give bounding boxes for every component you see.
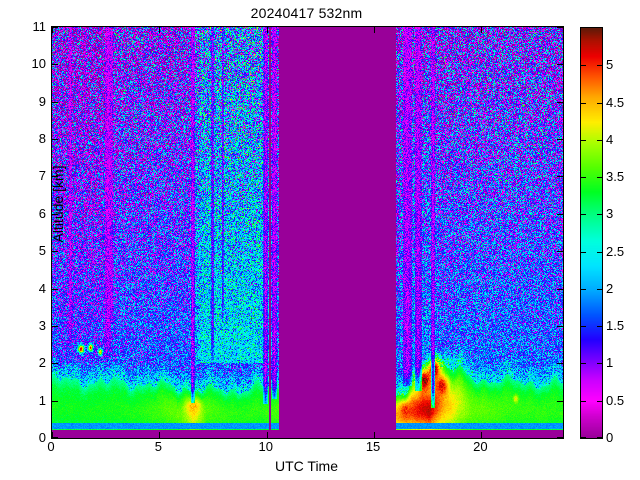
x-tick-mark bbox=[52, 432, 53, 438]
x-tick-mark bbox=[267, 27, 268, 33]
colorbar-tick-label-1: 1 bbox=[606, 355, 614, 371]
colorbar-tick-mark bbox=[581, 177, 586, 178]
colorbar-tick-label-5: 5 bbox=[606, 57, 614, 73]
colorbar-tick-mark bbox=[581, 437, 586, 438]
y-tick-label-9: 9 bbox=[38, 93, 46, 109]
colorbar-tick-mark bbox=[581, 214, 586, 215]
y-tick-label-10: 10 bbox=[31, 56, 46, 72]
y-tick-mark bbox=[52, 139, 58, 140]
y-axis-label: Altitude [km] bbox=[50, 165, 66, 243]
y-tick-mark bbox=[557, 214, 563, 215]
colorbar-tick-label-2.5: 2.5 bbox=[606, 243, 625, 259]
y-tick-mark bbox=[557, 251, 563, 252]
y-tick-label-11: 11 bbox=[32, 19, 47, 34]
colorbar-tick-mark bbox=[581, 65, 586, 66]
y-tick-mark bbox=[52, 27, 58, 28]
y-tick-label-7: 7 bbox=[38, 168, 46, 184]
x-tick-mark bbox=[159, 432, 160, 438]
y-tick-label-2: 2 bbox=[38, 355, 46, 371]
x-tick-mark bbox=[159, 27, 160, 33]
colorbar-tick-mark bbox=[581, 103, 586, 104]
x-tick-label-5: 5 bbox=[154, 439, 162, 454]
y-tick-mark bbox=[557, 363, 563, 364]
x-axis-ticklabels: 0 5 10 15 20 bbox=[47, 439, 562, 458]
y-tick-mark bbox=[557, 27, 563, 28]
y-tick-mark bbox=[557, 401, 563, 402]
colorbar-tick-mark bbox=[581, 326, 586, 327]
y-tick-mark bbox=[52, 437, 58, 438]
colorbar-tick-mark bbox=[581, 289, 586, 290]
colorbar-tick-mark bbox=[597, 437, 602, 438]
y-tick-mark bbox=[52, 326, 58, 327]
page-title: 20240417 532nm bbox=[250, 5, 363, 21]
y-tick-mark bbox=[52, 214, 58, 215]
colorbar-tick-label-0: 0 bbox=[606, 430, 614, 445]
x-tick-mark bbox=[374, 27, 375, 33]
y-tick-mark bbox=[557, 102, 563, 103]
y-tick-mark bbox=[557, 64, 563, 65]
colorbar-tick-mark bbox=[597, 289, 602, 290]
colorbar-tick-mark bbox=[581, 140, 586, 141]
colorbar-container: 0 0.5 1 1.5 2 2.5 3 3.5 4 4.5 5 bbox=[580, 27, 624, 444]
colorbar-tick-label-3.5: 3.5 bbox=[606, 169, 625, 185]
colorbar-tick-mark bbox=[597, 214, 602, 215]
y-tick-label-5: 5 bbox=[38, 243, 46, 259]
colorbar-tick-mark bbox=[581, 252, 586, 253]
x-tick-mark bbox=[52, 27, 53, 33]
x-tick-label-0: 0 bbox=[47, 439, 55, 454]
colorbar-tick-mark bbox=[581, 401, 586, 402]
colorbar-tick-label-2: 2 bbox=[606, 280, 614, 296]
y-tick-mark bbox=[52, 251, 58, 252]
colorbar-tick-label-0.5: 0.5 bbox=[606, 392, 625, 408]
x-tick-label-10: 10 bbox=[258, 439, 273, 454]
y-tick-mark bbox=[557, 326, 563, 327]
colorbar-tick-label-4.5: 4.5 bbox=[606, 94, 625, 110]
x-tick-mark bbox=[374, 432, 375, 438]
y-tick-mark bbox=[52, 64, 58, 65]
y-tick-label-6: 6 bbox=[38, 205, 46, 221]
colorbar-tick-mark bbox=[597, 65, 602, 66]
colorbar-ticklabels: 0 0.5 1 1.5 2 2.5 3 3.5 4 4.5 5 bbox=[606, 27, 640, 444]
y-axis-ticklabels: 0 1 2 3 4 5 6 7 8 9 10 11 bbox=[0, 20, 46, 444]
y-tick-mark bbox=[52, 176, 58, 177]
y-tick-label-4: 4 bbox=[38, 280, 46, 296]
x-tick-mark bbox=[481, 432, 482, 438]
colorbar-tick-mark bbox=[597, 140, 602, 141]
colorbar-tick-mark bbox=[597, 363, 602, 364]
y-tick-mark bbox=[557, 139, 563, 140]
colorbar-tick-label-3: 3 bbox=[606, 206, 614, 222]
y-tick-mark bbox=[52, 401, 58, 402]
x-tick-mark bbox=[267, 432, 268, 438]
y-tick-label-1: 1 bbox=[38, 392, 46, 408]
y-tick-mark bbox=[557, 289, 563, 290]
y-tick-mark bbox=[52, 363, 58, 364]
colorbar-tick-mark bbox=[597, 177, 602, 178]
lidar-heatmap-canvas[interactable] bbox=[52, 27, 563, 438]
colorbar-tick-label-1.5: 1.5 bbox=[606, 318, 625, 334]
y-tick-mark bbox=[557, 437, 563, 438]
y-tick-label-8: 8 bbox=[38, 131, 46, 147]
colorbar[interactable] bbox=[580, 27, 603, 439]
x-axis-label: UTC Time bbox=[275, 458, 338, 474]
y-tick-mark bbox=[52, 102, 58, 103]
colorbar-tick-mark bbox=[597, 103, 602, 104]
colorbar-tick-mark bbox=[597, 401, 602, 402]
y-tick-label-0: 0 bbox=[38, 430, 46, 445]
y-tick-mark bbox=[52, 289, 58, 290]
x-tick-label-20: 20 bbox=[473, 439, 488, 454]
x-tick-label-15: 15 bbox=[365, 439, 381, 454]
y-tick-label-3: 3 bbox=[38, 317, 46, 333]
colorbar-tick-mark bbox=[597, 252, 602, 253]
colorbar-tick-label-4: 4 bbox=[606, 131, 614, 147]
colorbar-tick-mark bbox=[581, 363, 586, 364]
colorbar-tick-mark bbox=[597, 326, 602, 327]
x-tick-mark bbox=[481, 27, 482, 33]
colorbar-canvas[interactable] bbox=[581, 28, 602, 438]
y-tick-mark bbox=[557, 176, 563, 177]
heatmap-plot-area[interactable] bbox=[51, 26, 564, 439]
